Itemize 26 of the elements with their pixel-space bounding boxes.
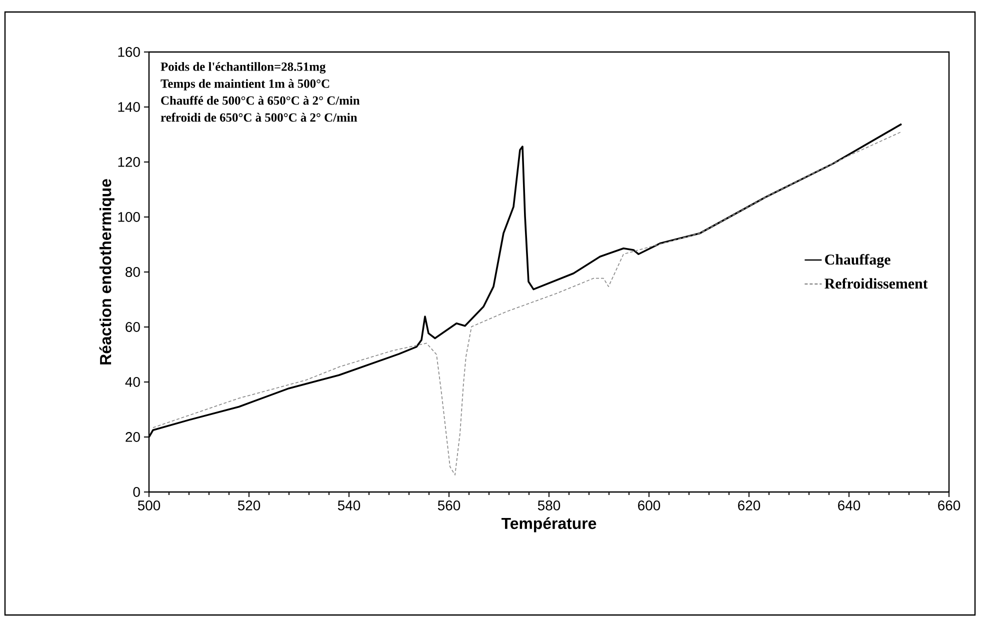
x-tick-label: 520: [238, 500, 260, 510]
y-axis-title: Réaction endothermique: [99, 179, 114, 364]
x-tick-label: 560: [438, 500, 460, 510]
legend-label: Chauffage: [825, 254, 890, 268]
y-tick-label: 120: [118, 157, 140, 167]
annotation: Temps de maintient 1m à 500°C: [160, 79, 330, 90]
annotation: Chauffé de 500°C à 650°C à 2° C/min: [161, 96, 360, 105]
y-tick-label: 20: [126, 432, 140, 442]
legend-label: Refroidissement: [824, 278, 928, 289]
y-tick-label: 60: [126, 322, 140, 332]
x-tick-label: 660: [938, 500, 960, 510]
x-axis-title: Température: [501, 517, 596, 532]
y-tick-label: 140: [118, 102, 140, 112]
y-tick-label: 160: [118, 47, 140, 57]
x-tick-label: 540: [338, 500, 360, 510]
y-tick-label: 0: [133, 487, 140, 497]
x-tick-label: 640: [838, 500, 860, 510]
annotation: Poids de l'échantillon=28.51mg: [160, 62, 326, 74]
x-tick-label: 620: [738, 500, 760, 510]
y-tick-label: 80: [126, 267, 140, 277]
y-tick-label: 100: [118, 212, 140, 222]
x-tick-label: 500: [138, 500, 160, 510]
y-tick-label: 40: [125, 377, 140, 387]
x-tick-label: 600: [638, 500, 660, 510]
x-tick-label: 580: [538, 500, 560, 510]
annotation: refroidi de 650°C à 500°C à 2° C/min: [160, 112, 358, 122]
